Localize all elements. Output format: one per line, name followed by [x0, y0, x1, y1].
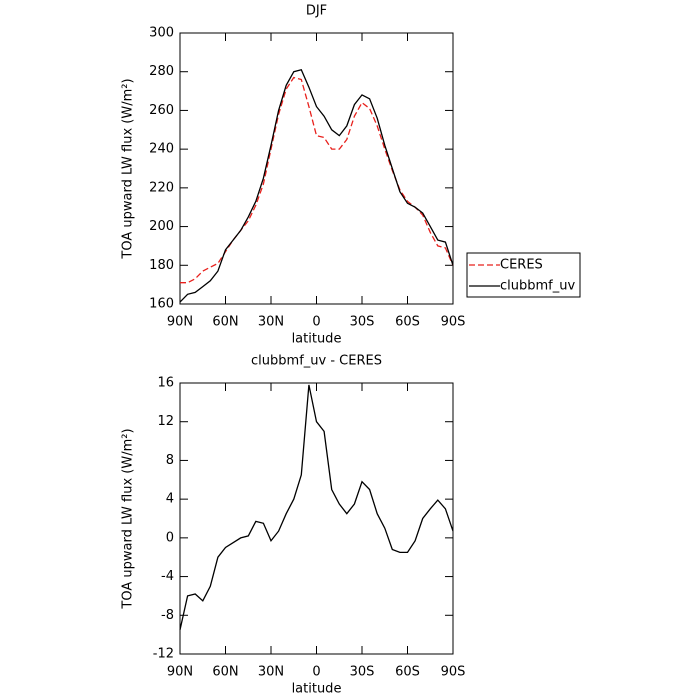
y-tick-label: 280 [149, 64, 174, 79]
legend-label: CERES [500, 258, 543, 273]
x-tick-label: 90S [441, 315, 466, 330]
y-tick-label: -4 [161, 569, 174, 584]
chart-title: clubbmf_uv - CERES [251, 354, 382, 369]
y-tick-label: 240 [149, 142, 174, 157]
y-tick-label: 160 [149, 297, 174, 312]
y-tick-label: 8 [166, 453, 174, 468]
x-tick-label: 60S [395, 665, 420, 680]
x-tick-label: 30S [350, 315, 375, 330]
y-axis-label: TOA upward LW flux (W/m²) [121, 78, 136, 259]
y-tick-label: 260 [149, 103, 174, 118]
y-tick-label: 12 [157, 414, 174, 429]
y-tick-label: 0 [166, 530, 174, 545]
x-axis-label: latitude [292, 332, 342, 347]
x-tick-label: 60S [395, 315, 420, 330]
x-tick-label: 30N [258, 665, 284, 680]
plot-frame [179, 32, 454, 305]
x-tick-label: 90N [167, 315, 193, 330]
x-tick-label: 0 [312, 315, 320, 330]
x-tick-label: 30S [350, 665, 375, 680]
x-axis-label: latitude [292, 682, 342, 697]
y-tick-label: 200 [149, 219, 174, 234]
x-tick-label: 60N [212, 665, 238, 680]
legend-box [466, 252, 581, 298]
x-tick-label: 90S [441, 665, 466, 680]
y-tick-label: 300 [149, 26, 174, 41]
x-tick-label: 90N [167, 665, 193, 680]
y-tick-label: 180 [149, 258, 174, 273]
chart-title: DJF [306, 4, 327, 19]
x-tick-label: 30N [258, 315, 284, 330]
legend-label: clubbmf_uv [500, 279, 575, 294]
y-tick-label: -8 [161, 608, 174, 623]
data-line [180, 76, 454, 284]
y-tick-label: -12 [153, 647, 174, 662]
y-tick-label: 4 [166, 492, 174, 507]
data-line [179, 69, 454, 303]
plot-frame [179, 382, 454, 655]
x-tick-label: 0 [312, 665, 320, 680]
x-tick-label: 60N [212, 315, 238, 330]
y-tick-label: 220 [149, 180, 174, 195]
data-line [179, 384, 454, 630]
y-axis-label: TOA upward LW flux (W/m²) [121, 428, 136, 609]
y-tick-label: 16 [157, 376, 174, 391]
